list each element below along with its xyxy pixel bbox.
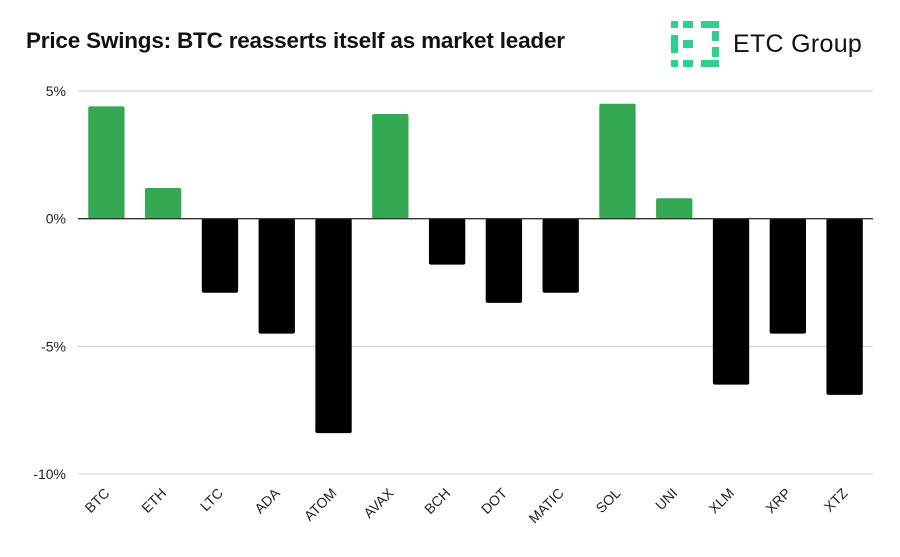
bar-sol: [599, 103, 636, 219]
bar-xlm: [712, 218, 750, 385]
chart-title: Price Swings: BTC reasserts itself as ma…: [26, 28, 565, 53]
bar-btc: [88, 106, 125, 219]
bar-dot: [485, 218, 523, 303]
x-tick-label: XTZ: [821, 484, 851, 514]
chart-gridlines: [78, 90, 873, 475]
y-tick-label: 0%: [46, 211, 66, 227]
x-tick-label: ETH: [138, 485, 169, 516]
x-tick-label: XLM: [705, 485, 737, 517]
y-tick-label: -5%: [41, 338, 66, 354]
logo-mark-shapes: [671, 21, 719, 67]
bar-uni: [656, 198, 693, 219]
chart-y-tick-labels: 5% 0% -5% -10%: [33, 83, 66, 482]
x-tick-label: XRP: [762, 485, 794, 517]
x-tick-label: LTC: [197, 485, 226, 514]
x-tick-label: BCH: [421, 485, 453, 517]
x-tick-label: SOL: [592, 485, 623, 516]
chart-bars: [88, 103, 863, 434]
x-tick-label: DOT: [478, 484, 511, 517]
x-tick-label: UNI: [652, 485, 680, 513]
x-tick-label: MATIC: [525, 485, 566, 526]
bar-bch: [428, 218, 466, 265]
etc-group-logo-icon: [671, 21, 719, 67]
bar-xrp: [769, 218, 806, 334]
bar-xtz: [826, 218, 863, 395]
x-tick-label: BTC: [81, 485, 112, 516]
y-tick-label: -10%: [33, 466, 66, 482]
etc-group-logo-text: ETC Group: [733, 29, 863, 58]
x-tick-label: ADA: [251, 484, 283, 516]
y-tick-label: 5%: [46, 83, 66, 99]
x-tick-label: ATOM: [301, 485, 340, 524]
bar-avax: [372, 113, 409, 219]
chart-x-tick-labels: BTC ETH LTC ADA ATOM AVAX BCH DOT MATIC SOL UNI XLM…: [81, 484, 851, 526]
bar-ada: [258, 218, 295, 334]
etc-group-logo: ETC Group: [671, 21, 862, 67]
bar-matic: [542, 218, 579, 293]
bar-ltc: [201, 218, 239, 293]
bar-atom: [315, 218, 352, 434]
bar-eth: [145, 188, 182, 219]
x-tick-label: AVAX: [360, 484, 397, 521]
